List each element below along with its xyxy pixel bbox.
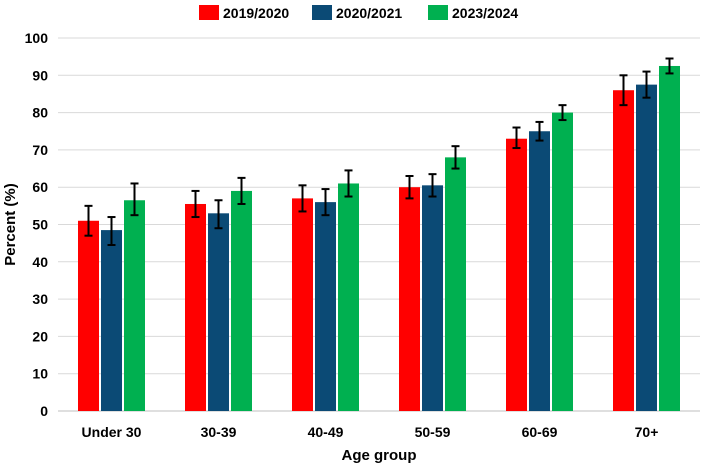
y-tick-label: 80 xyxy=(32,105,48,121)
bar xyxy=(399,187,420,411)
error-bar xyxy=(321,188,330,217)
bar xyxy=(422,185,443,411)
legend-label: 2020/2021 xyxy=(336,5,402,21)
y-axis-title: Percent (%) xyxy=(2,183,19,266)
y-tick-label: 20 xyxy=(32,328,48,344)
error-bar xyxy=(130,182,139,217)
error-bar xyxy=(214,199,223,230)
bar xyxy=(78,220,99,411)
bars xyxy=(78,65,680,411)
x-tick-label: 70+ xyxy=(635,424,659,440)
y-tick-label: 90 xyxy=(32,67,48,83)
x-axis-title: Age group xyxy=(342,447,417,464)
error-bar xyxy=(344,169,353,198)
bar xyxy=(101,230,122,411)
x-tick-label: 60-69 xyxy=(522,424,558,440)
bar xyxy=(445,157,466,411)
x-tick-label: 30-39 xyxy=(201,424,237,440)
error-bar xyxy=(512,126,521,150)
legend-item: 2020/2021 xyxy=(312,5,402,21)
y-tick-label: 50 xyxy=(32,217,48,233)
y-tick-label: 30 xyxy=(32,291,48,307)
legend-label: 2023/2024 xyxy=(452,5,518,21)
legend-item: 2023/2024 xyxy=(428,5,518,21)
error-bar xyxy=(619,74,628,107)
error-bar xyxy=(535,120,544,142)
y-tick-label: 100 xyxy=(25,30,49,46)
bar xyxy=(338,183,359,411)
bar xyxy=(529,131,550,411)
legend-item: 2019/2020 xyxy=(199,5,289,21)
x-tick-label: 50-59 xyxy=(415,424,451,440)
error-bar xyxy=(451,145,460,170)
error-bar xyxy=(107,216,116,247)
y-axis: 0 10 20 30 40 50 60 70 80 90 100 xyxy=(25,30,49,419)
error-bar xyxy=(665,57,674,75)
x-tick-label: 40-49 xyxy=(308,424,344,440)
y-tick-label: 40 xyxy=(32,254,48,270)
error-bar xyxy=(237,176,246,205)
x-tick-label: Under 30 xyxy=(82,424,142,440)
legend: 2019/2020 2020/2021 2023/2024 xyxy=(199,5,518,21)
bar xyxy=(636,84,657,411)
y-tick-label: 0 xyxy=(40,403,48,419)
y-tick-label: 60 xyxy=(32,179,48,195)
bar xyxy=(506,138,527,411)
bar xyxy=(613,90,634,411)
bar xyxy=(231,190,252,411)
error-bar xyxy=(298,184,307,213)
y-tick-label: 70 xyxy=(32,142,48,158)
bar xyxy=(315,202,336,411)
bar xyxy=(124,200,145,411)
error-bar xyxy=(84,204,93,237)
bar xyxy=(292,198,313,411)
legend-swatch xyxy=(199,5,219,20)
gridlines xyxy=(58,37,700,412)
bar xyxy=(659,65,680,411)
x-axis: Under 30 30-39 40-49 50-59 60-69 70+ xyxy=(82,424,659,440)
bar xyxy=(208,213,229,411)
error-bar xyxy=(642,70,651,99)
error-bar xyxy=(558,104,567,122)
error-bar xyxy=(428,173,437,198)
y-tick-label: 10 xyxy=(32,366,48,382)
error-bar xyxy=(405,175,414,200)
bar xyxy=(552,112,573,411)
legend-swatch xyxy=(312,5,332,20)
bar xyxy=(185,203,206,411)
error-bar xyxy=(191,189,200,219)
error-bars xyxy=(84,57,674,247)
legend-swatch xyxy=(428,5,448,20)
legend-label: 2019/2020 xyxy=(223,5,289,21)
